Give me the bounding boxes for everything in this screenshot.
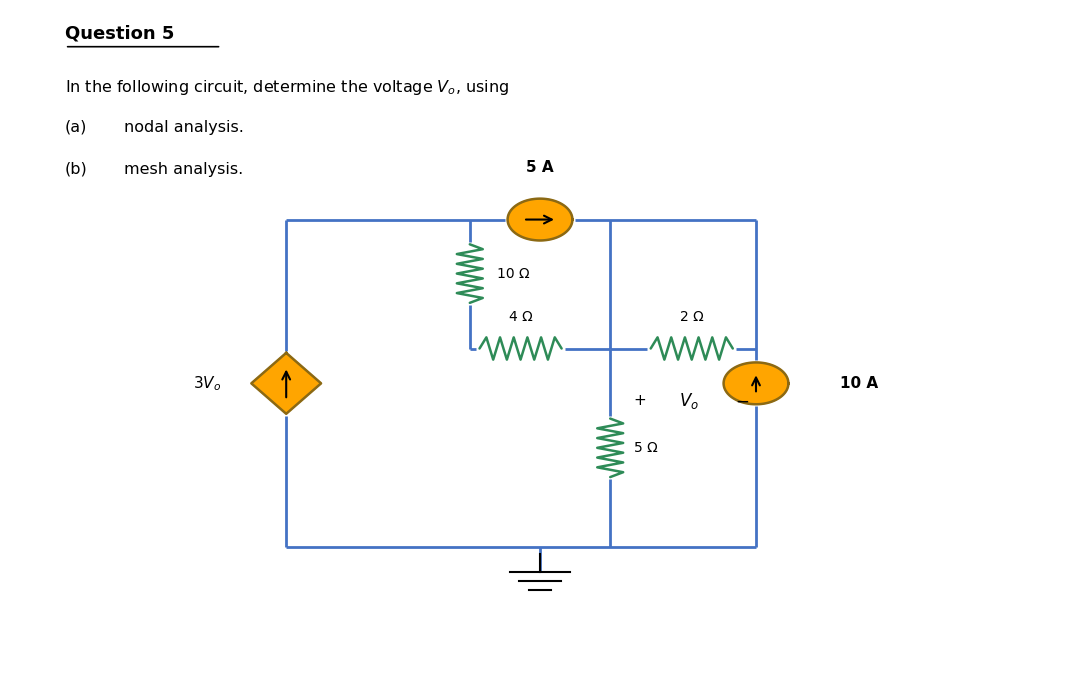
Text: 4 Ω: 4 Ω [509,310,532,324]
Text: $3V_o$: $3V_o$ [193,374,221,392]
Text: (a): (a) [65,120,87,135]
Text: 10 Ω: 10 Ω [497,266,529,281]
Text: 5 Ω: 5 Ω [634,441,658,455]
Text: Question 5: Question 5 [65,24,174,43]
Polygon shape [252,353,321,414]
Text: $+$: $+$ [633,393,647,408]
Text: 2 Ω: 2 Ω [680,310,703,324]
Polygon shape [508,199,572,240]
Text: mesh analysis.: mesh analysis. [124,162,243,177]
Text: $V_o$: $V_o$ [678,391,699,411]
Text: 5 A: 5 A [526,160,554,175]
Text: In the following circuit, determine the voltage $V_o$, using: In the following circuit, determine the … [65,78,509,97]
Text: (b): (b) [65,162,87,177]
Text: nodal analysis.: nodal analysis. [124,120,244,135]
Text: $-$: $-$ [735,392,750,410]
Polygon shape [724,362,788,404]
Text: 10 A: 10 A [840,376,878,391]
